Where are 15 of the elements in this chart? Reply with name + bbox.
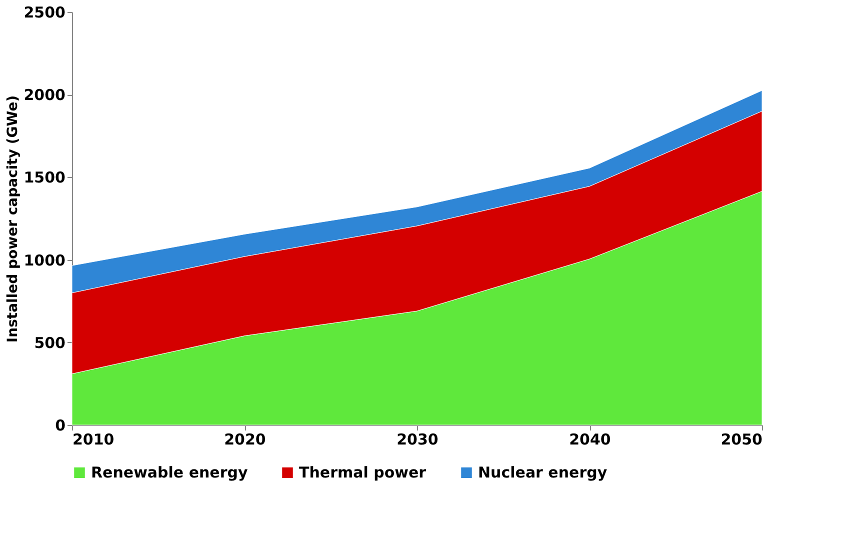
legend-label: Renewable energy [91,464,248,482]
y-tick-label: 2500 [24,4,66,22]
y-tick-label: 0 [55,416,66,434]
x-tick-label: 2030 [396,430,438,448]
y-tick-label: 500 [34,334,66,352]
x-tick-label: 2040 [569,430,611,448]
x-tick-label: 2050 [720,430,762,448]
x-tick-label: 2020 [224,430,266,448]
legend-label: Nuclear energy [478,464,608,482]
y-tick-label: 2000 [24,86,66,104]
x-tick-label: 2010 [72,430,114,448]
legend-label: Thermal power [299,464,427,482]
y-tick-label: 1000 [24,251,66,270]
y-axis-title: Installed power capacity (GWe) [4,95,21,343]
y-tick-label: 1500 [24,168,66,187]
